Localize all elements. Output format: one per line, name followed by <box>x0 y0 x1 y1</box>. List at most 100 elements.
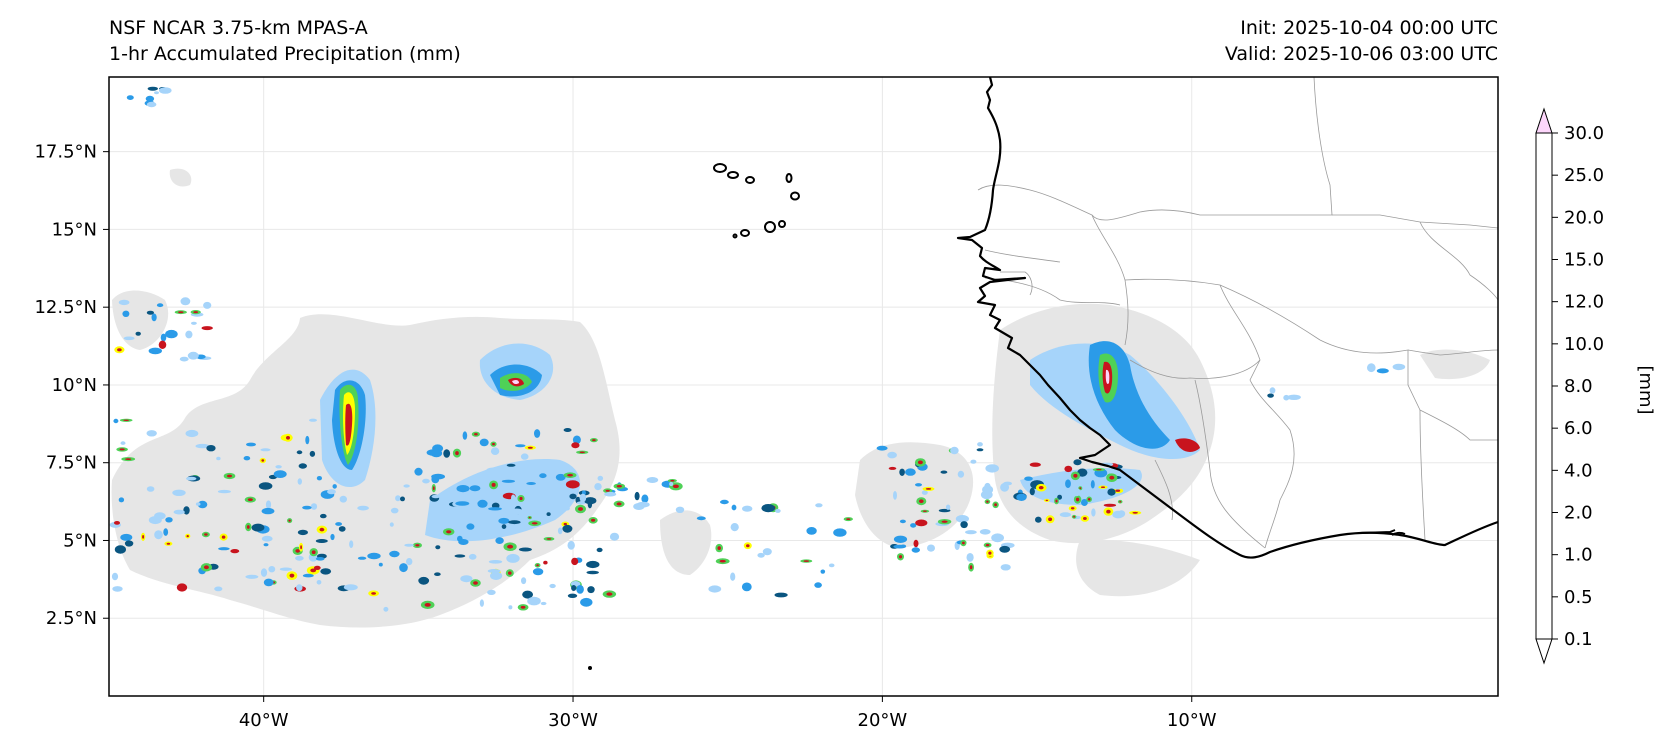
precip-cell <box>214 586 223 592</box>
precip-cell <box>156 303 164 308</box>
precip-cell <box>506 553 520 563</box>
precip-area-northwest <box>112 290 169 350</box>
precip-cell <box>584 497 597 505</box>
precip-cell <box>245 574 259 579</box>
precip-cell <box>260 568 268 577</box>
precip-cell <box>146 486 155 492</box>
precip-cell <box>315 557 325 561</box>
precip-cell <box>422 478 430 484</box>
precip-cell-core <box>115 522 119 524</box>
precip-cell <box>135 331 141 336</box>
precip-cell <box>731 504 737 511</box>
precip-cell <box>563 428 572 432</box>
precip-cell <box>320 513 327 519</box>
precip-cell <box>456 485 470 493</box>
precip-cell-core <box>261 459 265 462</box>
precip-cell <box>501 479 515 483</box>
precip-cell-core <box>925 488 932 490</box>
precip-cell <box>320 568 332 575</box>
colorbar-frame <box>1535 132 1553 640</box>
precip-cell <box>533 478 542 487</box>
precip-cell <box>486 467 498 474</box>
precip-cell <box>911 547 920 553</box>
cabo-verde-islands <box>713 163 800 239</box>
coastline-bays <box>1359 529 1406 536</box>
precip-cell-core <box>917 460 923 465</box>
precip-cell <box>977 442 983 447</box>
precip-cell-core <box>1055 499 1058 503</box>
precip-cell <box>965 530 977 535</box>
precip-cell <box>532 568 544 576</box>
precip-cell <box>708 585 722 593</box>
precip-cell <box>520 453 529 460</box>
colorbar-tick-label: 10.0 <box>1564 334 1604 355</box>
precip-cell <box>1057 494 1062 500</box>
precip-cell <box>261 535 273 542</box>
precip-cell <box>185 330 193 339</box>
colorbar-tick-label: 12.0 <box>1564 292 1604 313</box>
map-frame <box>108 76 1499 697</box>
precip-cell-core <box>536 564 539 567</box>
precip-cell-core <box>166 542 171 545</box>
precip-cell-core <box>142 535 145 539</box>
precip-cell-core <box>531 522 538 525</box>
precip-cell <box>431 473 445 480</box>
precip-cell-core <box>719 559 726 563</box>
cell-vortex-north-pink <box>512 379 519 385</box>
precip-cell <box>154 91 159 95</box>
precip-cell <box>594 483 602 491</box>
precip-cell <box>991 533 1004 543</box>
precip-cell <box>172 489 186 496</box>
precip-cell-core <box>179 585 185 590</box>
country-borders <box>977 77 1498 549</box>
precip-cell-core <box>573 443 578 447</box>
precip-cell <box>571 585 577 591</box>
precip-cell <box>950 446 959 455</box>
init-time: Init: 2025-10-04 00:00 UTC <box>1240 17 1498 39</box>
precip-cell-core <box>578 507 583 511</box>
precip-cell-core <box>424 603 431 607</box>
precip-cell-core <box>178 311 184 314</box>
precip-cell <box>518 547 532 552</box>
valid-time: Valid: 2025-10-06 03:00 UTC <box>1224 43 1498 65</box>
colorbar-tick-label: 0.5 <box>1564 587 1593 608</box>
precip-cell <box>915 483 922 487</box>
precip-cell-core <box>546 538 552 540</box>
colorbar-tick-label: 1.0 <box>1564 545 1593 566</box>
precip-cell <box>305 435 310 445</box>
precip-cell-core <box>446 530 452 534</box>
precip-cell <box>1059 512 1072 518</box>
lat-tick-label: 5°N <box>63 530 97 551</box>
precip-cell-core <box>1048 517 1053 522</box>
precip-cell <box>641 494 649 503</box>
lon-tick-label: 30°W <box>548 710 598 731</box>
precip-cell-core <box>300 545 302 550</box>
precip-cell <box>165 329 178 339</box>
precip-cell <box>579 493 587 503</box>
precip-cell <box>243 456 251 461</box>
precip-area-africa-south <box>1076 539 1200 597</box>
precip-cell <box>154 530 163 540</box>
precip-cell <box>389 550 400 558</box>
precip-cell <box>999 545 1011 553</box>
precip-cell-core <box>569 482 576 487</box>
precip-cell <box>302 505 312 510</box>
precip-cell <box>501 524 507 529</box>
precip-cell <box>442 509 456 515</box>
convective-cells <box>339 353 1200 465</box>
lon-tick-label: 40°W <box>239 710 289 731</box>
precip-cell <box>636 501 650 508</box>
precip-cell <box>1392 363 1406 371</box>
precip-cell <box>432 526 443 535</box>
precip-cell <box>522 485 528 494</box>
precip-cell-core <box>289 573 295 578</box>
precip-cell <box>696 516 706 521</box>
precip-cell-core <box>295 549 301 553</box>
precip-cell <box>479 438 489 447</box>
precip-cell <box>814 582 822 588</box>
precip-cell <box>159 87 172 94</box>
precip-cell <box>741 582 752 592</box>
precip-cell <box>1283 394 1290 401</box>
precip-cell-core <box>204 533 208 536</box>
